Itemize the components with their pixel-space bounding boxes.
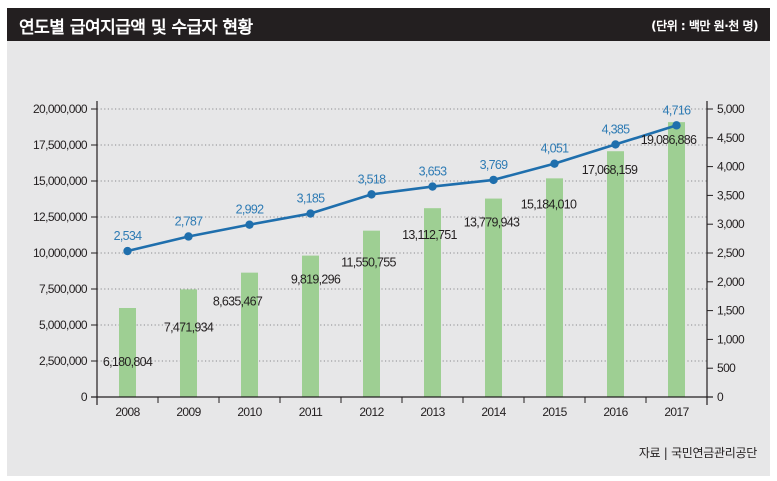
left-axis-tick-label: 12,500,000 <box>33 210 88 224</box>
line-value-label: 4,716 <box>663 103 692 117</box>
left-axis-tick-label: 2,500,000 <box>39 354 88 368</box>
bar-2014 <box>485 198 502 397</box>
line-point-2009 <box>184 232 193 241</box>
right-axis-tick-label: 500 <box>717 361 736 375</box>
bar-value-label: 9,819,296 <box>291 273 341 287</box>
bar-2010 <box>241 272 258 397</box>
source-note: 자료 | 국민연금관리공단 <box>638 446 757 460</box>
line-point-2012 <box>367 190 376 199</box>
data-labels: 6,180,804 7,471,934 8,635,467 9,819,29611,5… <box>103 103 698 369</box>
bar-value-label: 7,471,934 <box>164 320 214 334</box>
right-axis-tick-label: 2,500 <box>717 246 745 260</box>
right-axis-tick-label: 3,500 <box>717 188 745 202</box>
right-axis-tick-label: 3,000 <box>717 217 745 231</box>
line-value-label: 3,653 <box>419 165 448 179</box>
left-axis-tick-label: 0 <box>81 390 88 404</box>
line-point-2017 <box>672 121 681 130</box>
line-value-label: 3,769 <box>480 158 509 172</box>
bar-value-label: 8,635,467 <box>213 295 263 309</box>
bar-series <box>119 122 685 398</box>
bar-value-label: 13,112,751 <box>402 228 457 242</box>
line-value-label: 2,992 <box>236 203 265 217</box>
right-axis-tick-label: 4,500 <box>717 131 745 145</box>
right-axis-tick-label: 1,500 <box>717 304 745 318</box>
bar-value-label: 17,068,159 <box>582 163 638 177</box>
line-path <box>127 124 677 253</box>
chart-header: 연도별 급여지급액 및 수급자 현황 (단위 : 백만 원·천 명) <box>7 8 770 41</box>
right-axis-tick-label: 2,000 <box>717 275 745 289</box>
x-axis-tick-label: 2017 <box>664 405 689 419</box>
bar-value-label: 11,550,755 <box>341 256 396 270</box>
bar-2015 <box>546 178 563 397</box>
bar-value-label: 6,180,804 <box>103 355 153 369</box>
x-axis-tick-label: 2012 <box>359 405 384 419</box>
right-axis-tick-label: 4,000 <box>717 160 745 174</box>
bar-2008 <box>119 307 136 397</box>
line-point-2010 <box>245 220 254 229</box>
line-value-label: 2,787 <box>175 214 204 228</box>
line-point-2008 <box>123 246 132 256</box>
unit-note: (단위 : 백만 원·천 명) <box>651 19 758 33</box>
left-axis-tick-label: 20,000,000 <box>33 102 88 116</box>
bar-value-label: 19,086,886 <box>641 133 697 147</box>
chart-panel <box>7 8 770 476</box>
line-value-label: 4,385 <box>602 122 631 136</box>
x-axis-tick-label: 2009 <box>176 405 201 419</box>
bar-2011 <box>302 255 319 397</box>
x-axis-tick-label: 2011 <box>299 405 323 419</box>
bar-2017 <box>668 122 685 398</box>
bar-value-label: 13,779,943 <box>464 216 520 230</box>
bar-2016 <box>607 151 624 397</box>
bar-value-label: 15,184,010 <box>521 197 577 211</box>
line-point-2016 <box>611 140 620 149</box>
bar-2012 <box>363 230 380 397</box>
x-axis-tick-label: 2010 <box>237 405 262 419</box>
chart-title: 연도별 급여지급액 및 수급자 현황 <box>19 18 253 38</box>
x-axis-tick-label: 2016 <box>603 405 628 419</box>
line-value-label: 3,518 <box>358 172 387 186</box>
left-axis-tick-label: 17,500,000 <box>33 138 88 152</box>
x-axis-tick-label: 2013 <box>420 405 445 419</box>
bar-2009 <box>180 289 197 397</box>
line-value-label: 2,534 <box>114 229 143 243</box>
left-axis-tick-label: 15,000,000 <box>33 174 88 188</box>
line-value-label: 3,185 <box>297 192 326 206</box>
right-axis-tick-label: 5,000 <box>717 102 745 116</box>
x-axis-tick-label: 2008 <box>115 405 140 419</box>
bar-2013 <box>424 208 441 397</box>
x-axis-tick-label: 2015 <box>542 405 567 419</box>
gridlines <box>97 108 707 362</box>
axes: 0 2,500,000 5,000,000 7,500,000 10,000,000 12… <box>33 101 746 419</box>
right-axis-tick-label: 0 <box>717 390 724 404</box>
x-axis-tick-label: 2014 <box>481 405 506 419</box>
left-axis-tick-label: 5,000,000 <box>39 318 88 332</box>
right-axis-tick-label: 1,000 <box>717 332 745 346</box>
line-point-2013 <box>428 182 437 191</box>
left-axis-tick-label: 10,000,000 <box>33 246 88 260</box>
line-series <box>123 121 681 256</box>
line-value-label: 4,051 <box>541 142 570 156</box>
line-point-2011 <box>306 209 315 218</box>
left-axis-tick-label: 7,500,000 <box>39 282 88 296</box>
line-point-2014 <box>489 175 498 185</box>
line-point-2015 <box>550 159 559 168</box>
